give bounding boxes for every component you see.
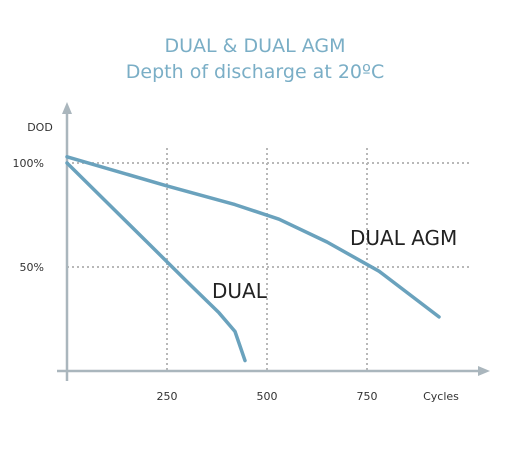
x-axis-label: Cycles (423, 390, 459, 403)
series-lines (65, 155, 441, 363)
x-tick-label: 250 (157, 390, 178, 403)
tick-labels: 50% 100% 250 500 750 (13, 157, 378, 403)
axes (57, 102, 490, 381)
y-tick-label: 50% (20, 261, 44, 274)
grid (67, 148, 472, 371)
series-label-dual-agm: DUAL AGM (350, 226, 457, 250)
x-tick-label: 500 (257, 390, 278, 403)
y-axis-arrow (62, 102, 72, 114)
series-labels: DUAL AGM DUAL (212, 226, 457, 303)
series-label-dual: DUAL (212, 279, 268, 303)
x-axis-arrow (478, 366, 490, 376)
series-line-dual-agm (65, 155, 441, 319)
chart-title: DUAL & DUAL AGM (165, 35, 346, 57)
x-tick-label: 750 (357, 390, 378, 403)
series-line-dual (65, 161, 247, 363)
y-tick-label: 100% (13, 157, 44, 170)
chart-subtitle: Depth of discharge at 20ºC (126, 61, 384, 83)
y-axis-label: DOD (27, 121, 53, 134)
